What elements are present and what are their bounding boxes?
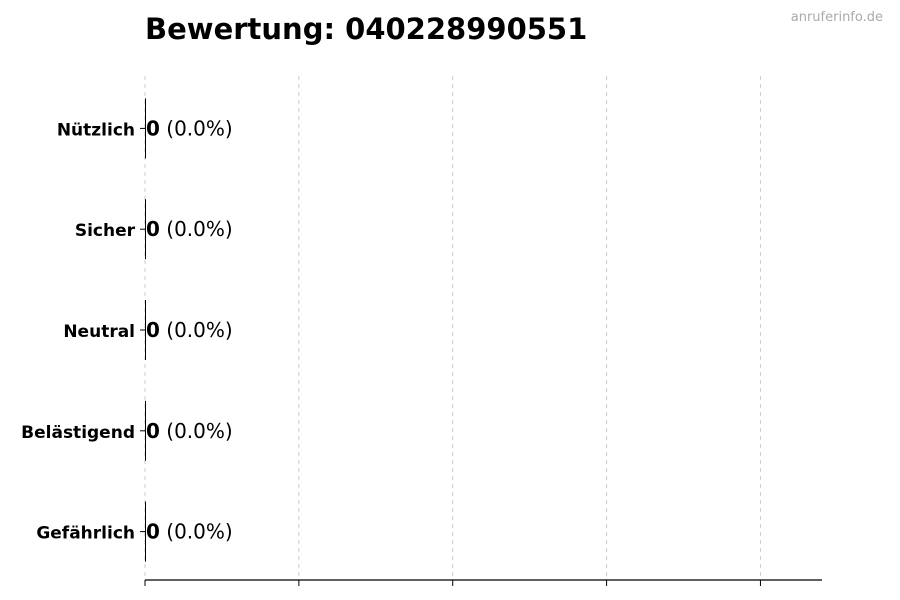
category-label: Sicher [75,221,136,241]
value-percent: (0.0%) [160,419,233,443]
bar [145,199,146,260]
data-label: 0 (0.0%) [146,217,233,241]
value-percent: (0.0%) [160,318,233,342]
value-count: 0 [146,520,160,544]
value-count: 0 [146,318,160,342]
category-label: Belästigend [21,423,135,443]
value-count: 0 [146,217,160,241]
value-percent: (0.0%) [160,217,233,241]
data-label: 0 (0.0%) [146,520,233,544]
category-label: Gefährlich [36,524,135,544]
category-label: Neutral [63,322,135,342]
chart-title: Bewertung: 040228990551 [145,12,588,46]
category-label: Nützlich [57,120,135,140]
bar [145,400,146,461]
value-count: 0 [146,419,160,443]
data-label: 0 (0.0%) [146,318,233,342]
value-count: 0 [146,116,160,140]
watermark: anruferinfo.de [790,10,883,25]
data-label: 0 (0.0%) [146,116,233,140]
bar [145,98,146,159]
value-percent: (0.0%) [160,520,233,544]
value-percent: (0.0%) [160,116,233,140]
bar [145,501,146,562]
bar [145,300,146,360]
data-label: 0 (0.0%) [146,419,233,443]
